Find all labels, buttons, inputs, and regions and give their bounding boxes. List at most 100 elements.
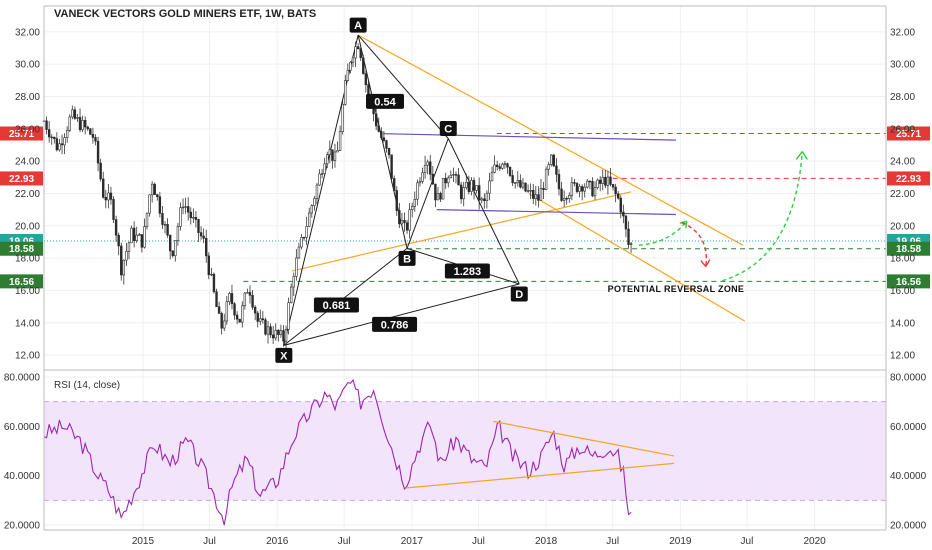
axes: 2015 Jul 2016 Jul 2017 Jul 2018 Jul 2019 Jul 2020 1… — [4, 5, 927, 547]
candle-up — [297, 246, 301, 259]
candle-up — [284, 328, 288, 342]
candle-down — [96, 140, 100, 164]
level-tag-left-box — [0, 126, 43, 141]
candle-down — [86, 126, 89, 130]
candle-up — [138, 234, 141, 236]
pattern-point-label-box — [510, 286, 528, 302]
bullish-short-arrow — [638, 220, 688, 246]
candle-down — [233, 303, 236, 316]
pattern-point-label-box — [398, 250, 416, 266]
price-tick-label-right: 28.00 — [890, 92, 915, 103]
candle-down — [171, 250, 174, 257]
pattern-point-label: X — [280, 350, 288, 362]
arrow-head — [795, 151, 808, 160]
time-tick-label: 2016 — [266, 536, 289, 547]
candle-down — [251, 295, 254, 308]
candle-down — [390, 154, 393, 179]
candle-down — [614, 186, 617, 195]
price-tick-label-left: 32.00 — [15, 27, 40, 38]
candle-down — [256, 312, 259, 322]
candle-down — [362, 57, 365, 74]
price-tick-label-left: 30.00 — [15, 60, 40, 71]
price-tick-label-right: 12.00 — [890, 351, 915, 362]
candle-down — [132, 227, 136, 242]
level-tag-left: 22.93 — [9, 174, 34, 185]
candle-up — [279, 330, 283, 335]
candle-down — [617, 193, 620, 199]
price-tick-label-right: 22.00 — [890, 189, 915, 200]
candle-up — [63, 137, 66, 146]
pattern-point-label-box — [275, 347, 293, 363]
candle-up — [346, 69, 350, 81]
pattern-diagonal — [283, 283, 520, 346]
candle-down — [519, 180, 522, 188]
candle-down — [91, 134, 95, 138]
candle-up — [516, 180, 519, 184]
pattern-diagonal — [357, 34, 449, 139]
candle-up — [462, 187, 465, 200]
fib-ratio-label-box — [444, 263, 490, 279]
candle-up — [300, 237, 303, 248]
candle-up — [148, 194, 151, 214]
candle-up — [503, 163, 507, 165]
candle-up — [181, 206, 185, 209]
fib-ratio-label: 1.283 — [454, 266, 482, 278]
candle-up — [488, 180, 491, 194]
candle-down — [359, 48, 362, 59]
candle-down — [199, 232, 203, 237]
trendline — [528, 192, 746, 322]
candle-down — [161, 213, 164, 225]
candle-up — [606, 176, 610, 186]
candle-up — [411, 205, 414, 211]
candle-down — [89, 128, 92, 135]
candle-down — [403, 219, 406, 224]
candle-up — [323, 163, 326, 174]
time-tick-label: Jul — [741, 536, 754, 547]
candle-down — [557, 174, 561, 190]
candle-up — [596, 179, 599, 188]
candle-up — [107, 192, 110, 201]
candle-up — [413, 198, 416, 207]
trendline — [436, 209, 676, 216]
time-tick-label: Jul — [472, 536, 485, 547]
candle-down — [374, 113, 378, 127]
pattern-point-label: D — [515, 289, 523, 301]
candle-down — [158, 196, 162, 214]
candle-up — [318, 173, 321, 186]
time-tick-label: 2018 — [535, 536, 558, 547]
candle-down — [205, 238, 208, 257]
candle-down — [248, 292, 252, 296]
candle-up — [601, 176, 604, 184]
trendline — [291, 191, 632, 272]
level-tag-right: 16.56 — [896, 277, 921, 288]
candle-up — [295, 257, 298, 277]
fib-ratio-label-box — [313, 297, 359, 313]
arrow-head — [679, 220, 688, 229]
candle-down — [186, 206, 190, 213]
candle-down — [537, 194, 540, 201]
candle-down — [459, 184, 463, 200]
candle-down — [575, 183, 579, 192]
level-tag-right-box — [887, 126, 930, 141]
price-tick-label-right: 18.00 — [890, 254, 915, 265]
candle-up — [341, 103, 344, 132]
candle-down — [429, 161, 432, 175]
price-tick-label-right: 20.00 — [890, 221, 915, 232]
candle-down — [542, 188, 545, 190]
time-tick-label: Jul — [203, 536, 216, 547]
candle-up — [336, 150, 339, 153]
candle-down — [215, 291, 218, 308]
candle-up — [289, 286, 293, 303]
candle-down — [573, 182, 576, 184]
candle-up — [81, 120, 84, 131]
candle-down — [524, 182, 527, 192]
candle-down — [60, 143, 64, 146]
candle-up — [539, 188, 543, 201]
rsi-tick-label-right: 40.0000 — [890, 471, 927, 482]
price-tick-label-right: 32.00 — [890, 27, 915, 38]
pattern-point-label: B — [403, 253, 411, 265]
time-tick-label: 2015 — [132, 536, 155, 547]
candle-up — [163, 224, 167, 226]
candle-up — [176, 226, 180, 241]
candle-up — [228, 293, 231, 303]
